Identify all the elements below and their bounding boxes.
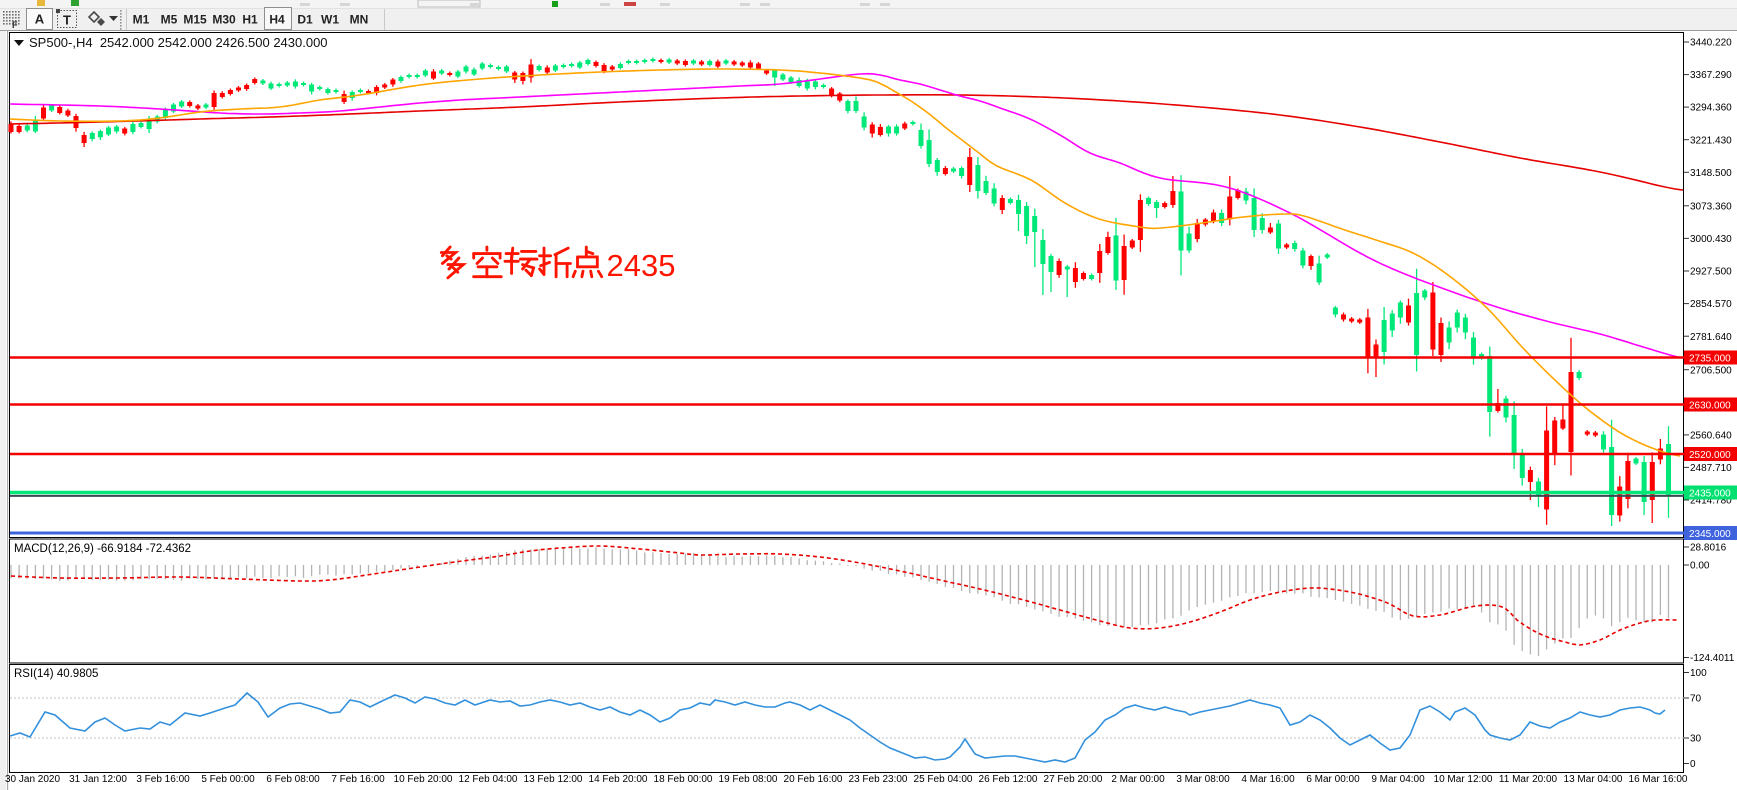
svg-text:9 Mar 04:00: 9 Mar 04:00 (1371, 774, 1425, 785)
svg-text:7 Feb 16:00: 7 Feb 16:00 (331, 774, 385, 785)
svg-text:14 Feb 20:00: 14 Feb 20:00 (589, 774, 648, 785)
svg-text:H1: H1 (242, 13, 258, 27)
svg-text:25 Feb 04:00: 25 Feb 04:00 (914, 774, 973, 785)
svg-text:A: A (35, 12, 45, 27)
svg-text:D1: D1 (297, 13, 313, 27)
svg-text:RSI(14) 40.9805: RSI(14) 40.9805 (14, 668, 98, 680)
svg-text:28.8016: 28.8016 (1690, 543, 1727, 554)
svg-text:2 Mar 00:00: 2 Mar 00:00 (1111, 774, 1165, 785)
svg-text:3 Mar 08:00: 3 Mar 08:00 (1176, 774, 1230, 785)
svg-text:3294.360: 3294.360 (1690, 103, 1732, 114)
svg-text:2435.000: 2435.000 (1689, 488, 1731, 499)
svg-text:18 Feb 00:00: 18 Feb 00:00 (654, 774, 713, 785)
svg-text:3000.430: 3000.430 (1690, 234, 1732, 245)
svg-text:2854.570: 2854.570 (1690, 299, 1732, 310)
svg-text:M15: M15 (183, 13, 207, 27)
svg-text:6 Mar 00:00: 6 Mar 00:00 (1306, 774, 1360, 785)
svg-text:M1: M1 (133, 13, 150, 27)
svg-text:2706.500: 2706.500 (1690, 365, 1732, 376)
svg-text:2781.640: 2781.640 (1690, 332, 1732, 343)
svg-text:2414.780: 2414.780 (1690, 496, 1732, 507)
svg-text:100: 100 (1690, 668, 1707, 679)
svg-text:19 Feb 08:00: 19 Feb 08:00 (719, 774, 778, 785)
svg-text:F: F (12, 20, 18, 30)
svg-text:3073.360: 3073.360 (1690, 201, 1732, 212)
svg-text:13 Mar 04:00: 13 Mar 04:00 (1564, 774, 1623, 785)
svg-text:31 Jan 12:00: 31 Jan 12:00 (69, 774, 127, 785)
svg-text:2735.000: 2735.000 (1689, 353, 1731, 364)
svg-text:70: 70 (1690, 694, 1702, 705)
svg-text:4 Mar 16:00: 4 Mar 16:00 (1241, 774, 1295, 785)
svg-text:2345.000: 2345.000 (1689, 529, 1731, 540)
svg-text:H4: H4 (269, 13, 285, 27)
svg-text:10 Mar 12:00: 10 Mar 12:00 (1434, 774, 1493, 785)
svg-text:10 Feb 20:00: 10 Feb 20:00 (394, 774, 453, 785)
svg-text:30: 30 (1690, 734, 1702, 745)
svg-text:-124.4011: -124.4011 (1690, 653, 1735, 664)
svg-text:2560.640: 2560.640 (1690, 431, 1732, 442)
svg-text:MACD(12,26,9) -66.9184 -72.436: MACD(12,26,9) -66.9184 -72.4362 (14, 543, 191, 555)
svg-text:SP500-,H4 2542.000 2542.000 2: SP500-,H4 2542.000 2542.000 2426.500 243… (29, 35, 328, 50)
svg-text:26 Feb 12:00: 26 Feb 12:00 (979, 774, 1038, 785)
svg-text:3367.290: 3367.290 (1690, 70, 1732, 81)
svg-text:T: T (63, 13, 71, 28)
svg-text:0.00: 0.00 (1690, 561, 1710, 572)
svg-text:5 Feb 00:00: 5 Feb 00:00 (201, 774, 255, 785)
svg-text:2435: 2435 (607, 248, 676, 283)
svg-text:W1: W1 (321, 13, 339, 27)
svg-text:3 Feb 16:00: 3 Feb 16:00 (136, 774, 190, 785)
svg-text:3221.430: 3221.430 (1690, 135, 1732, 146)
svg-text:27 Feb 20:00: 27 Feb 20:00 (1044, 774, 1103, 785)
svg-text:20 Feb 16:00: 20 Feb 16:00 (784, 774, 843, 785)
svg-text:11 Mar 20:00: 11 Mar 20:00 (1499, 774, 1558, 785)
svg-text:16 Mar 16:00: 16 Mar 16:00 (1629, 774, 1688, 785)
svg-text:2630.000: 2630.000 (1689, 400, 1731, 411)
svg-text:2487.710: 2487.710 (1690, 463, 1732, 474)
svg-text:3440.220: 3440.220 (1690, 38, 1732, 49)
svg-text:MN: MN (350, 13, 369, 27)
svg-text:13 Feb 12:00: 13 Feb 12:00 (524, 774, 583, 785)
svg-text:12 Feb 04:00: 12 Feb 04:00 (459, 774, 518, 785)
svg-text:23 Feb 23:00: 23 Feb 23:00 (849, 774, 908, 785)
svg-text:30 Jan 2020: 30 Jan 2020 (5, 774, 60, 785)
svg-text:2927.500: 2927.500 (1690, 267, 1732, 278)
svg-text:2520.000: 2520.000 (1689, 450, 1731, 461)
svg-text:3148.500: 3148.500 (1690, 168, 1732, 179)
svg-text:M30: M30 (212, 13, 236, 27)
svg-text:M5: M5 (161, 13, 178, 27)
svg-text:6 Feb 08:00: 6 Feb 08:00 (266, 774, 320, 785)
svg-text:0: 0 (1690, 759, 1696, 770)
